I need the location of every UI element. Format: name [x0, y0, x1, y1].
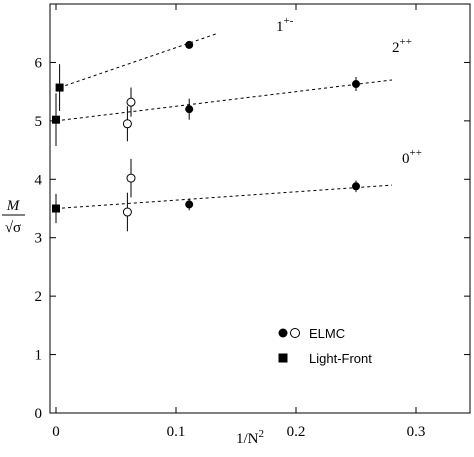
data-point-filled-circle	[352, 182, 360, 191]
legend-marker-filled-circle	[278, 328, 288, 338]
y-tick-label: 0	[35, 406, 43, 422]
data-point-filled-circle	[185, 105, 194, 114]
data-point-filled-circle	[352, 80, 360, 89]
fit-line	[55, 184, 393, 209]
y-tick-label: 1	[35, 348, 43, 364]
data-point-filled-circle	[185, 200, 194, 209]
y-tick-label: 3	[35, 231, 43, 247]
y-tick-label: 5	[35, 114, 43, 130]
y-tick-label: 4	[35, 172, 43, 188]
x-axis-label: 1/N2	[236, 428, 264, 447]
y-axis-label-denominator: √σ	[5, 220, 21, 236]
y-tick-label: 6	[35, 55, 43, 71]
legend-marker-filled-square	[278, 353, 288, 363]
data-point-filled-square	[55, 83, 64, 92]
legend-label: ELMC	[309, 326, 345, 341]
x-tick-label: 0.2	[287, 424, 306, 440]
x-tick-label: 0.1	[167, 424, 186, 440]
x-tick-label: 0.3	[407, 424, 426, 440]
x-tick-label: 0	[52, 424, 60, 440]
series-label-superscript: ++	[410, 147, 422, 159]
series-label-base: 2	[392, 40, 400, 56]
fit-line	[55, 79, 393, 122]
y-axis-label-numerator: M	[6, 198, 21, 214]
legend-label: Light-Front	[309, 351, 372, 366]
series-label: 2++	[392, 36, 412, 56]
data-point-open-circle	[126, 173, 136, 183]
series-label: 1+-	[276, 15, 294, 35]
data-point-filled-square	[52, 115, 60, 124]
data-point-open-circle	[122, 207, 132, 217]
series-label-superscript: +-	[284, 15, 294, 27]
plot-frame	[49, 3, 471, 414]
data-point-open-circle	[122, 119, 132, 129]
x-axis-label-exponent: 2	[259, 428, 265, 440]
x-axis-label-base: 1/N	[236, 431, 259, 447]
data-point-filled-square	[52, 204, 60, 213]
series-label-superscript: ++	[400, 36, 412, 48]
series-label-base: 1	[276, 19, 284, 35]
fit-line	[59, 32, 219, 89]
y-tick-label: 2	[35, 289, 43, 305]
data-point-open-circle	[126, 97, 136, 107]
data-point-filled-circle	[185, 40, 194, 49]
series-label-base: 0	[402, 151, 410, 167]
legend-marker-open-circle	[290, 328, 300, 338]
series-label: 0++	[402, 147, 422, 167]
